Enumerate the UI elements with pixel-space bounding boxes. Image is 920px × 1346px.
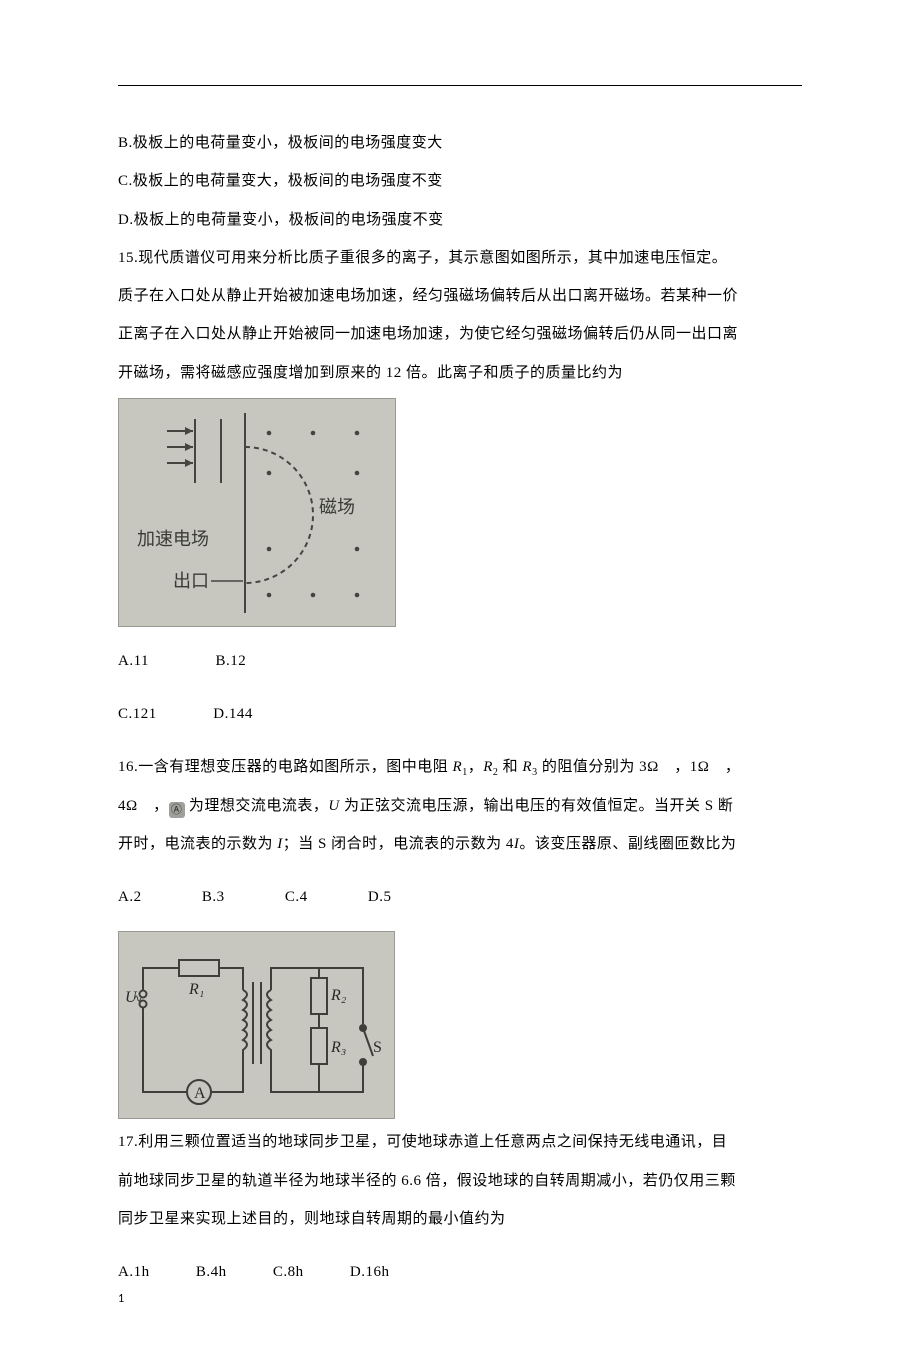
q15-options-row1: A.11 B.12 [118, 642, 802, 680]
q17-options: A.1h B.4h C.8h D.16h [118, 1253, 802, 1291]
q17-opt-b: B.4h [196, 1253, 227, 1291]
q15-stem-line1: 15.现代质谱仪可用来分析比质子重很多的离子，其示意图如图所示，其中加速电压恒定… [118, 239, 802, 277]
q16-stem-line3: 开时，电流表的示数为 I；当 S 闭合时，电流表的示数为 4I。该变压器原、副线… [118, 825, 802, 863]
q16-opt-a: A.2 [118, 878, 142, 916]
q15-label-magfield: 磁场 [319, 497, 355, 517]
q16-stem-line1: 16.一含有理想变压器的电路如图所示，图中电阻 R1，R2 和 R3 的阻值分别… [118, 748, 802, 786]
q16-label-s: S [373, 1039, 382, 1056]
q14-option-b: B.极板上的电荷量变小，极板间的电场强度变大 [118, 124, 802, 162]
q15-opt-c: C.121 [118, 695, 157, 733]
q17-opt-d: D.16h [350, 1253, 390, 1291]
page-number: 1 [118, 1292, 124, 1306]
q15-opt-d: D.144 [213, 695, 253, 733]
q16-label-r2: R₂ [330, 987, 347, 1004]
top-rule [118, 85, 802, 86]
q17-opt-a: A.1h [118, 1253, 150, 1291]
q15-stem-line2: 质子在入口处从静止开始被加速电场加速，经匀强磁场偏转后从出口离开磁场。若某种一价 [118, 277, 802, 315]
q16-label-r3: R₃ [330, 1039, 346, 1056]
q15-opt-b: B.12 [216, 642, 247, 680]
q15-stem-line3: 正离子在入口处从静止开始被同一加速电场加速，为使它经匀强磁场偏转后仍从同一出口离 [118, 315, 802, 353]
q15-label-exit: 出口 [173, 571, 209, 591]
q17-stem-line3: 同步卫星来实现上述目的，则地球自转周期的最小值约为 [118, 1200, 802, 1238]
q15-stem-line4: 开磁场，需将磁感应强度增加到原来的 12 倍。此离子和质子的质量比约为 [118, 354, 802, 392]
q16-opt-b: B.3 [202, 878, 225, 916]
q15-label-accel: 加速电场 [137, 529, 209, 549]
page: B.极板上的电荷量变小，极板间的电场强度变大 C.极板上的电荷量变大，极板间的电… [0, 0, 920, 1346]
q17-stem-line1: 17.利用三颗位置适当的地球同步卫星，可使地球赤道上任意两点之间保持无线电通讯，… [118, 1123, 802, 1161]
q17-opt-c: C.8h [273, 1253, 304, 1291]
q16-opt-c: C.4 [285, 878, 308, 916]
q15-opt-a: A.11 [118, 642, 149, 680]
q14-option-c: C.极板上的电荷量变大，极板间的电场强度不变 [118, 162, 802, 200]
q15-figure-mass-spectrometer: 加速电场 磁场 出口 [118, 398, 396, 627]
svg-text:∿: ∿ [133, 993, 142, 1005]
q16-label-r1: R₁ [188, 981, 204, 998]
q17-stem-line2: 前地球同步卫星的轨道半径为地球半径的 6.6 倍，假设地球的自转周期减小，若仍仅… [118, 1162, 802, 1200]
q16-stem-line2: 4Ω ，Ⓐ 为理想交流电流表，U 为正弦交流电压源，输出电压的有效值恒定。当开关… [118, 787, 802, 825]
q16-options: A.2 B.3 C.4 D.5 [118, 878, 802, 916]
q14-option-d: D.极板上的电荷量变小，极板间的电场强度不变 [118, 201, 802, 239]
q16-opt-d: D.5 [368, 878, 392, 916]
q15-options-row2: C.121 D.144 [118, 695, 802, 733]
q16-figure-transformer-circuit: U R₁ R₂ R₃ S A ∿ [118, 931, 395, 1119]
q16-label-a: A [194, 1085, 206, 1102]
ammeter-icon: Ⓐ [169, 802, 185, 818]
